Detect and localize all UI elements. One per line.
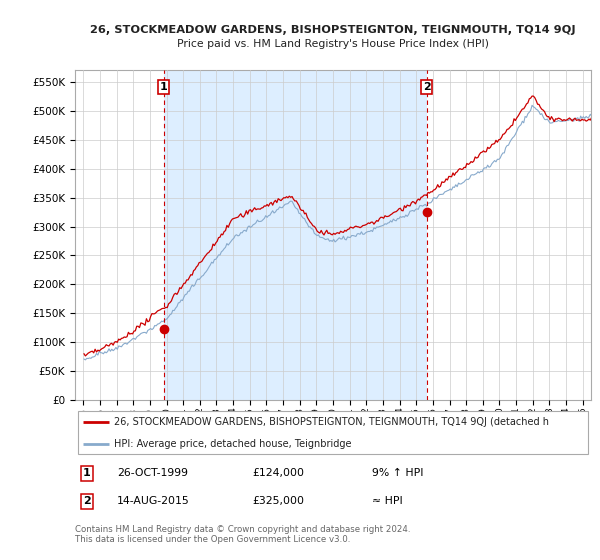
- Text: Contains HM Land Registry data © Crown copyright and database right 2024.
This d: Contains HM Land Registry data © Crown c…: [75, 525, 410, 544]
- Text: 14-AUG-2015: 14-AUG-2015: [117, 496, 190, 506]
- Text: 1: 1: [160, 82, 167, 92]
- Text: ≈ HPI: ≈ HPI: [372, 496, 403, 506]
- Text: 26-OCT-1999: 26-OCT-1999: [117, 468, 188, 478]
- Bar: [164, 70, 427, 400]
- Text: 26, STOCKMEADOW GARDENS, BISHOPSTEIGNTON, TEIGNMOUTH, TQ14 9QJ: 26, STOCKMEADOW GARDENS, BISHOPSTEIGNTON…: [90, 25, 576, 35]
- Text: HPI: Average price, detached house, Teignbridge: HPI: Average price, detached house, Teig…: [114, 438, 351, 449]
- Text: 9% ↑ HPI: 9% ↑ HPI: [372, 468, 424, 478]
- Text: 1: 1: [83, 468, 91, 478]
- Text: 2: 2: [422, 82, 430, 92]
- Text: Price paid vs. HM Land Registry's House Price Index (HPI): Price paid vs. HM Land Registry's House …: [177, 39, 489, 49]
- Text: £124,000: £124,000: [252, 468, 304, 478]
- FancyBboxPatch shape: [77, 410, 589, 455]
- Text: 2: 2: [83, 496, 91, 506]
- Text: £325,000: £325,000: [252, 496, 304, 506]
- Text: 26, STOCKMEADOW GARDENS, BISHOPSTEIGNTON, TEIGNMOUTH, TQ14 9QJ (detached h: 26, STOCKMEADOW GARDENS, BISHOPSTEIGNTON…: [114, 417, 549, 427]
